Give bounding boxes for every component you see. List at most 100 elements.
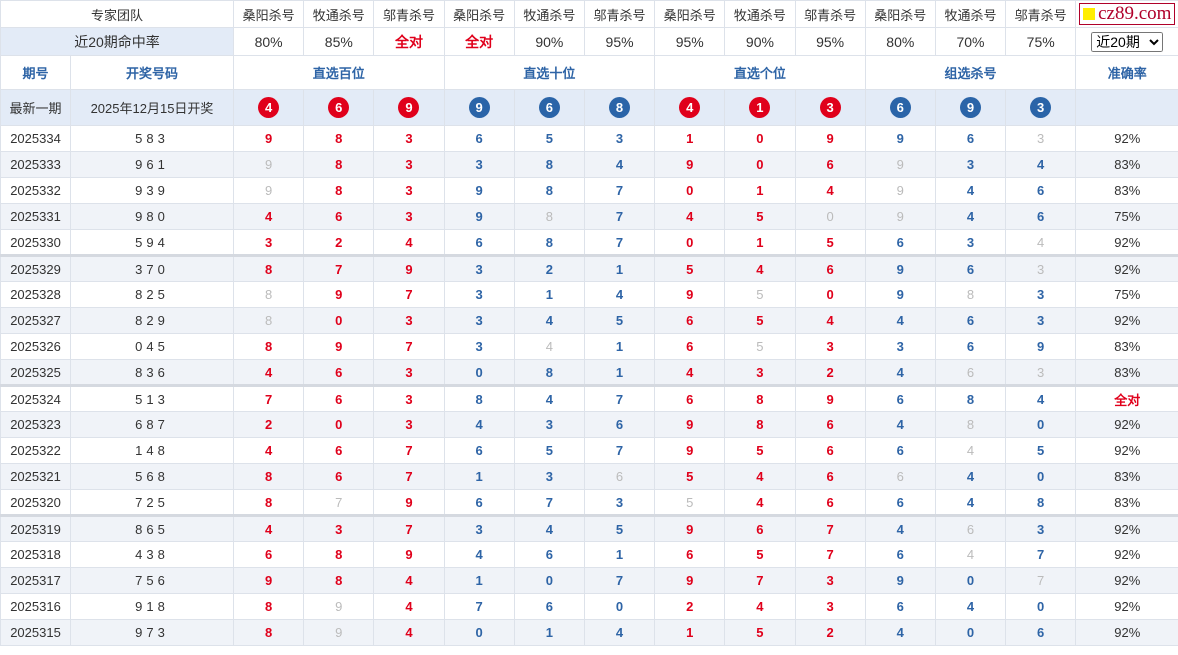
kill-number: 8 bbox=[233, 333, 305, 360]
latest-date: 2025年12月15日开奖 bbox=[69, 89, 235, 126]
kill-number: 7 bbox=[513, 489, 585, 516]
group-combo: 组选杀号 bbox=[864, 55, 1077, 90]
kill-number: 4 bbox=[513, 514, 585, 542]
kill-number: 8 bbox=[233, 307, 305, 334]
kill-ball: 8 bbox=[609, 97, 631, 118]
table-row: 2025325 836 4 6 3 0 8 1 4 3 2 4 6 3 83% bbox=[0, 359, 1178, 386]
issue-number: 2025327 bbox=[0, 307, 71, 334]
kill-number: 6 bbox=[794, 489, 866, 516]
kill-number: 3 bbox=[864, 333, 936, 360]
kill-number: 4 bbox=[864, 359, 936, 386]
accuracy-rate: 92% bbox=[1075, 254, 1178, 282]
hit-rate: 75% bbox=[1005, 27, 1077, 56]
kill-number: 3 bbox=[373, 151, 445, 178]
kill-number: 4 bbox=[934, 177, 1007, 204]
kill-number: 6 bbox=[303, 384, 375, 412]
kill-number: 9 bbox=[794, 384, 866, 412]
kill-number: 8 bbox=[513, 359, 585, 386]
kill-number: 5 bbox=[583, 307, 656, 334]
kill-number: 0 bbox=[794, 203, 866, 230]
accuracy-rate: 83% bbox=[1075, 489, 1178, 516]
kill-number: 9 bbox=[233, 567, 305, 594]
issue-number: 2025324 bbox=[0, 384, 71, 412]
kill-number: 6 bbox=[794, 254, 866, 282]
kill-number: 3 bbox=[1005, 307, 1077, 334]
expert-name: 牧通杀号 bbox=[934, 0, 1007, 28]
accuracy-rate: 92% bbox=[1075, 229, 1178, 256]
period-select[interactable]: 近20期 bbox=[1091, 31, 1164, 52]
kill-number: 6 bbox=[724, 514, 796, 542]
kill-number: 9 bbox=[443, 177, 515, 204]
issue-number: 2025326 bbox=[0, 333, 71, 360]
accuracy-rate: 92% bbox=[1075, 307, 1178, 334]
kill-number: 7 bbox=[303, 489, 375, 516]
kill-number: 8 bbox=[303, 567, 375, 594]
kill-number: 3 bbox=[373, 177, 445, 204]
kill-number: 5 bbox=[654, 254, 726, 282]
hit-rate: 70% bbox=[934, 27, 1007, 56]
kill-number: 6 bbox=[443, 437, 515, 464]
kill-number: 8 bbox=[513, 229, 585, 256]
kill-number: 3 bbox=[373, 203, 445, 230]
hit-rate: 95% bbox=[583, 27, 656, 56]
kill-number: 9 bbox=[233, 125, 305, 152]
accuracy-rate: 83% bbox=[1075, 151, 1178, 178]
kill-number: 7 bbox=[583, 229, 656, 256]
issue-number: 2025332 bbox=[0, 177, 71, 204]
kill-number: 0 bbox=[583, 593, 656, 620]
kill-number: 4 bbox=[373, 567, 445, 594]
accuracy-rate: 92% bbox=[1075, 411, 1178, 438]
draw-number: 829 bbox=[69, 307, 235, 334]
kill-number: 4 bbox=[864, 307, 936, 334]
accuracy-rate: 92% bbox=[1075, 125, 1178, 152]
kill-number: 6 bbox=[583, 463, 656, 490]
issue-number: 2025323 bbox=[0, 411, 71, 438]
kill-number: 1 bbox=[583, 541, 656, 568]
kill-number: 3 bbox=[1005, 514, 1077, 542]
table-row: 2025317 756 9 8 4 1 0 7 9 7 3 9 0 7 92% bbox=[0, 567, 1178, 594]
kill-number: 1 bbox=[513, 619, 585, 646]
kill-number: 2 bbox=[233, 411, 305, 438]
table-row: 2025334 583 9 8 3 6 5 3 1 0 9 9 6 3 92% bbox=[0, 125, 1178, 152]
kill-number: 8 bbox=[233, 593, 305, 620]
latest-kill-cell: 3 bbox=[1005, 89, 1077, 126]
accuracy-rate: 83% bbox=[1075, 177, 1178, 204]
team-label: 专家团队 bbox=[0, 0, 235, 28]
kill-number: 8 bbox=[233, 463, 305, 490]
kill-number: 1 bbox=[724, 177, 796, 204]
draw-number: 939 bbox=[69, 177, 235, 204]
draw-number: 756 bbox=[69, 567, 235, 594]
kill-number: 5 bbox=[794, 229, 866, 256]
logo[interactable]: cz89.com bbox=[1075, 0, 1178, 28]
kill-number: 4 bbox=[443, 541, 515, 568]
accuracy-rate: 92% bbox=[1075, 593, 1178, 620]
issue-number: 2025321 bbox=[0, 463, 71, 490]
kill-number: 4 bbox=[583, 151, 656, 178]
kill-number: 6 bbox=[654, 384, 726, 412]
draw-number: 594 bbox=[69, 229, 235, 256]
kill-number: 4 bbox=[724, 463, 796, 490]
draw-number: 568 bbox=[69, 463, 235, 490]
expert-name: 邬青杀号 bbox=[373, 0, 445, 28]
kill-number: 6 bbox=[654, 541, 726, 568]
kill-number: 6 bbox=[513, 541, 585, 568]
kill-number: 8 bbox=[303, 125, 375, 152]
kill-ball: 4 bbox=[679, 97, 701, 118]
draw-number: 687 bbox=[69, 411, 235, 438]
kill-number: 7 bbox=[583, 567, 656, 594]
kill-number: 8 bbox=[233, 619, 305, 646]
kill-number: 0 bbox=[1005, 411, 1077, 438]
kill-number: 9 bbox=[654, 281, 726, 308]
draw-number: 865 bbox=[69, 514, 235, 542]
kill-number: 5 bbox=[724, 203, 796, 230]
kill-number: 3 bbox=[443, 151, 515, 178]
kill-number: 9 bbox=[233, 151, 305, 178]
kill-number: 3 bbox=[934, 151, 1007, 178]
kill-number: 2 bbox=[794, 619, 866, 646]
kill-number: 8 bbox=[303, 541, 375, 568]
issue-number: 2025333 bbox=[0, 151, 71, 178]
kill-number: 4 bbox=[513, 333, 585, 360]
kill-number: 9 bbox=[654, 411, 726, 438]
kill-number: 0 bbox=[934, 619, 1007, 646]
table-row: 2025332 939 9 8 3 9 8 7 0 1 4 9 4 6 83% bbox=[0, 177, 1178, 204]
